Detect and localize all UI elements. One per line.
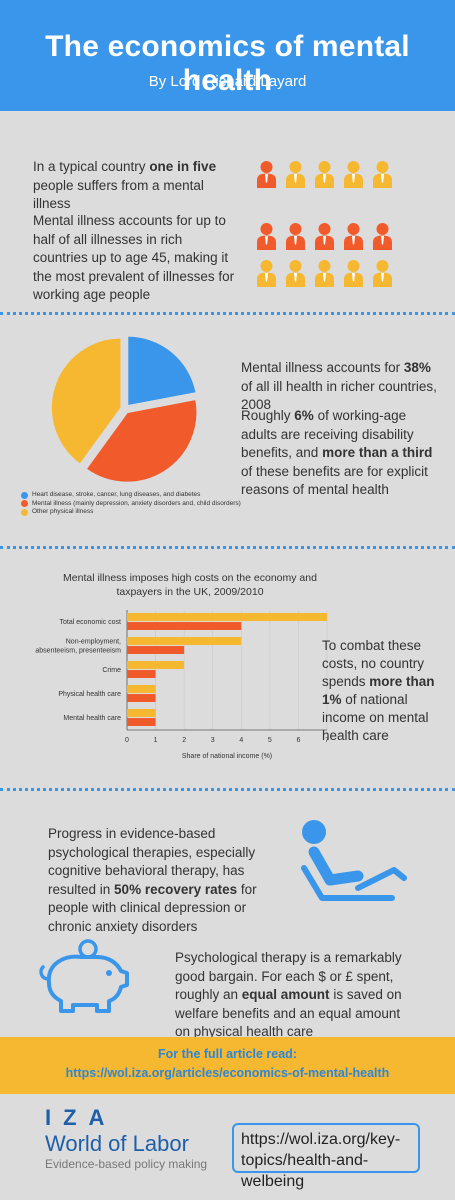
iza-logo: IZA World of Labor Evidence-based policy… [45,1105,207,1171]
stat-spending: To combat these costs, no country spends… [322,638,435,743]
legend-label: Heart disease, stroke, cancer, lung dise… [32,491,201,498]
bar [127,622,242,630]
article-link[interactable]: https://wol.iza.org/articles/economics-o… [65,1066,390,1080]
person-icon [257,223,276,250]
bar [127,613,327,621]
pie-legend: Heart disease, stroke, cancer, lung dise… [21,491,241,517]
page-subtitle: By Lord Richard Layard [148,73,307,90]
legend-label: Mental illness (mainly depression, anxie… [32,499,241,507]
stat-one-in-five: In a typical country one in five people s… [33,159,217,211]
iza-tagline: Evidence-based policy making [45,1157,208,1171]
category-label: Crime [102,667,121,674]
stat-half-of-illnesses: Mental illness accounts for up to half o… [33,213,235,302]
person-icon [344,260,363,287]
bar [127,709,156,717]
person-icon [344,223,363,250]
bar [127,685,156,693]
bar [127,670,156,678]
page-title: The economics of mental health [45,30,410,97]
x-axis-label: Share of national income (%) [182,753,272,760]
stat-therapy-bargain: Psychological therapy is a remarkably go… [175,950,402,1039]
person-icon [315,161,334,188]
legend-item: Mental illness (mainly depression, anxie… [21,500,241,509]
article-link-label: For the full article read: [158,1047,297,1061]
header-banner: The economics of mental health By Lord R… [0,0,455,111]
iza-logo-title: World of Labor [45,1131,189,1156]
bar [127,637,242,645]
bar [127,718,156,726]
divider [0,546,455,549]
category-label: Physical health care [58,691,121,698]
pie-slice [126,335,198,407]
bar [127,646,185,654]
tick-label: 4 [239,737,243,744]
article-link-band: For the full article read: https://wol.i… [0,1037,455,1094]
person-reclining-icon [301,820,407,901]
tick-label: 7 [325,737,329,744]
person-icon [257,161,276,188]
person-icon [257,260,276,287]
iza-logo-letters: IZA [45,1105,117,1130]
tick-label: 2 [182,737,186,744]
bar [127,661,185,669]
legend-swatch [21,491,28,499]
divider [0,312,455,315]
person-icon [344,161,363,188]
legend-swatch [21,500,28,508]
person-icon [373,223,392,250]
person-icon [315,223,334,250]
person-icon [373,161,392,188]
legend-item: Other physical illness [21,508,241,517]
person-icons-row-1 [257,160,392,188]
person-icons-row-2 [257,222,392,250]
category-label: Total economic cost [60,619,122,626]
tick-label: 1 [154,737,158,744]
stat-recovery-rates: Progress in evidence-based psychological… [48,826,257,934]
person-icon [286,260,305,287]
tick-label: 0 [125,737,129,744]
bar-chart-title: Mental illness imposes high costs on the… [63,572,317,598]
person-icons-row-3 [257,259,392,287]
category-label: Non-employment, absenteeism, presenteeism [35,639,121,655]
legend-swatch [21,508,28,516]
tick-label: 3 [211,737,215,744]
pie-slice [50,337,122,466]
pie-slice [84,398,198,484]
tick-label: 6 [296,737,300,744]
person-icon [286,223,305,250]
tick-label: 5 [268,737,272,744]
legend-item: Heart disease, stroke, cancer, lung dise… [21,491,241,500]
divider [0,788,455,791]
stat-38-percent: Mental illness accounts for 38% of all i… [241,360,437,412]
person-icon [373,260,392,287]
piggy-bank-icon [39,939,129,1013]
category-label: Mental health care [63,715,121,722]
stat-disability-benefits: Roughly 6% of working-age adults are rec… [241,408,433,497]
bar [127,694,156,702]
pie-chart [50,335,198,484]
bar-chart: Total economic cost Non-employment, absent… [35,610,329,760]
legend-label: Other physical illness [32,508,94,515]
person-icon [315,260,334,287]
topic-url-box[interactable]: https://wol.iza.org/key-topics/health-an… [232,1123,420,1190]
person-icon [286,161,305,188]
